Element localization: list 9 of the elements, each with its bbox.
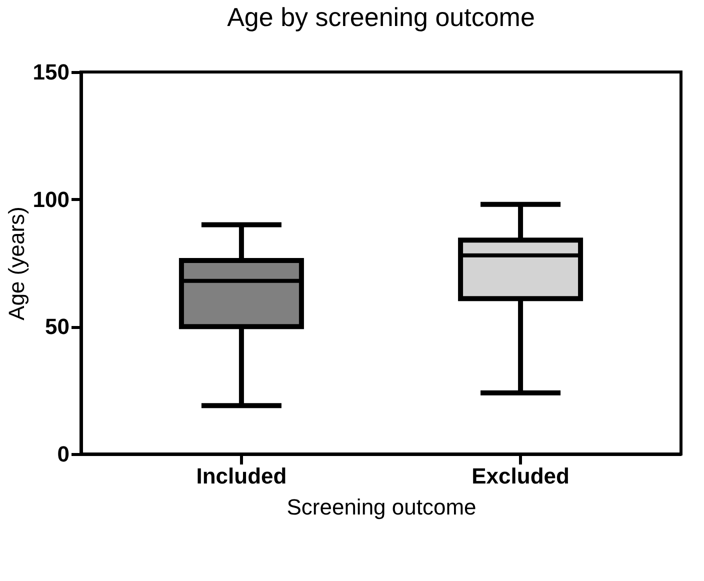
y-axis-title: Age (years) <box>4 206 29 320</box>
x-tick-label: Included <box>196 464 287 488</box>
y-tick-label: 150 <box>32 60 70 84</box>
y-tick-label: 100 <box>32 186 70 212</box>
chart-title: Age by screening outcome <box>227 2 535 32</box>
y-tick-label: 0 <box>57 442 70 466</box>
x-tick-label: Excluded <box>472 464 570 488</box>
y-tick-label: 50 <box>45 314 70 340</box>
x-axis-title: Screening outcome <box>286 494 476 520</box>
